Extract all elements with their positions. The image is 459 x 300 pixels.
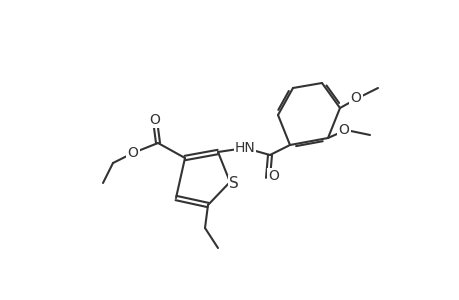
Text: HN: HN bbox=[234, 141, 255, 155]
Text: O: O bbox=[350, 91, 361, 105]
Text: S: S bbox=[229, 176, 238, 191]
Text: O: O bbox=[127, 146, 138, 160]
Text: O: O bbox=[338, 123, 349, 137]
Text: O: O bbox=[149, 113, 160, 127]
Text: O: O bbox=[268, 169, 279, 183]
